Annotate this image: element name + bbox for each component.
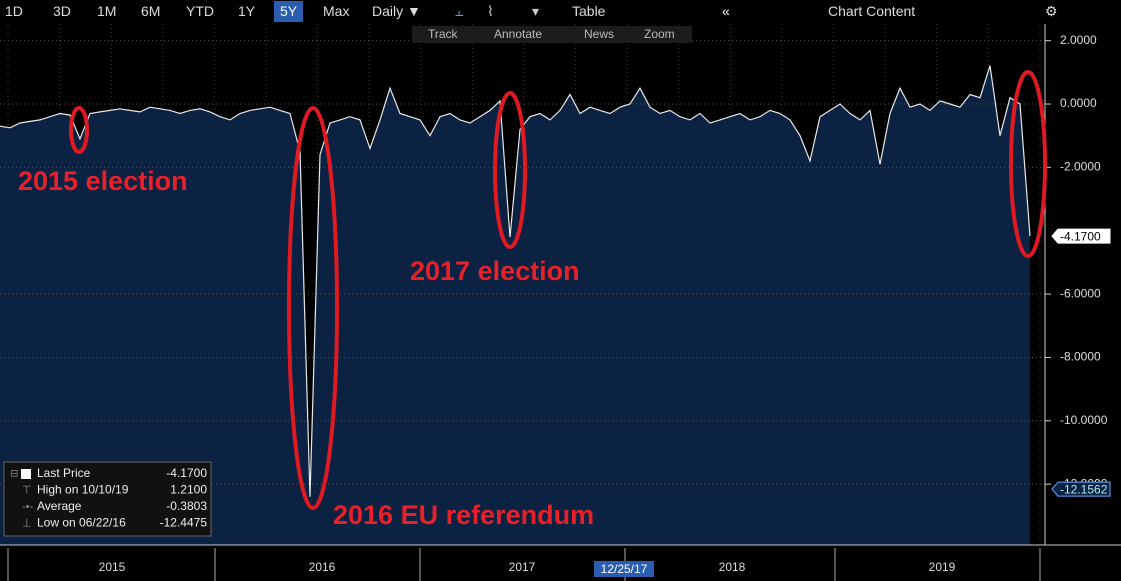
- legend-icon: ⊥: [22, 517, 32, 529]
- legend-value: -0.3803: [166, 499, 207, 513]
- y-tick-label: -6.0000: [1060, 286, 1101, 300]
- value-tag: -12.1562: [1060, 482, 1108, 496]
- tool-button[interactable]: Zoom: [644, 27, 675, 41]
- legend-box: [3, 461, 212, 537]
- legend-label: Last Price: [37, 466, 91, 480]
- x-tick-label: 2016: [309, 560, 336, 574]
- legend-label: Low on 06/22/16: [37, 516, 126, 530]
- toolbar: 1D 3D 1M 6M YTD 1Y 5Y Max Daily ▼ Table Chart Cont…: [0, 0, 1121, 24]
- legend-icon: -•-: [22, 501, 34, 513]
- range-button[interactable]: 5Y: [274, 1, 304, 22]
- legend-value: -12.4475: [160, 516, 208, 530]
- legend-label: High on 10/10/19: [37, 483, 129, 497]
- legend-value: 1.2100: [170, 483, 207, 497]
- range-button[interactable]: 6M: [141, 3, 161, 19]
- annotation-ellipse: [493, 91, 527, 249]
- y-tick-label: 0.0000: [1060, 96, 1097, 110]
- icon[interactable]: «: [722, 3, 730, 19]
- tool-button[interactable]: Annotate: [494, 27, 543, 41]
- icon[interactable]: ⫠: [455, 3, 464, 19]
- area: [0, 65, 1030, 545]
- icon[interactable]: ⌇: [487, 3, 494, 19]
- chart-content-button[interactable]: Chart Content: [828, 3, 916, 19]
- x-tick-label: 2018: [719, 560, 746, 574]
- legend-swatch: [21, 469, 31, 479]
- annotation: 2015 election: [18, 166, 188, 196]
- annotation-ellipse: [287, 106, 339, 510]
- annotation-ellipse: [1009, 70, 1047, 258]
- annotation-ellipse: [69, 106, 89, 154]
- tool-button[interactable]: Track: [428, 27, 458, 41]
- x-tick-label: 2019: [929, 560, 956, 574]
- range-button[interactable]: 3D: [53, 3, 71, 19]
- price-line: [0, 65, 1031, 497]
- legend-icon: ⊤: [22, 484, 32, 496]
- crosshair-box: [594, 561, 654, 577]
- frequency-button[interactable]: Daily ▼: [372, 3, 421, 19]
- legend-value: -4.1700: [166, 466, 207, 480]
- legend-label: Average: [37, 499, 82, 513]
- tag-pointer: [1051, 228, 1111, 244]
- tag-pointer: [1051, 481, 1111, 497]
- y-tick-label: 2.0000: [1060, 33, 1097, 47]
- y-tick-label: -2.0000: [1060, 160, 1101, 174]
- range-button[interactable]: 1D: [5, 3, 23, 19]
- range-button[interactable]: 1M: [97, 3, 117, 19]
- annotation: 2017 election: [410, 256, 580, 286]
- range-button[interactable]: YTD: [186, 3, 214, 19]
- x-tick-label: 2015: [99, 560, 126, 574]
- y-tick-label: -10.0000: [1060, 413, 1108, 427]
- crosshair-label: 12/25/17: [601, 562, 648, 576]
- value-tag: -4.1700: [1060, 229, 1101, 243]
- chart-tools: Track Annotate News Zoom: [412, 26, 692, 43]
- tool-button[interactable]: News: [584, 27, 615, 41]
- annotation: 2016 EU referendum: [333, 500, 594, 530]
- range-button[interactable]: Max: [323, 3, 350, 19]
- table-button[interactable]: Table: [572, 3, 606, 19]
- icon[interactable]: ⚙: [1045, 3, 1058, 19]
- x-tick-label: 2017: [509, 560, 536, 574]
- icon[interactable]: ▾: [532, 3, 540, 19]
- legend-collapse: ⊟: [10, 469, 18, 480]
- range-button[interactable]: 1Y: [238, 3, 256, 19]
- y-tick-label: -8.0000: [1060, 350, 1101, 364]
